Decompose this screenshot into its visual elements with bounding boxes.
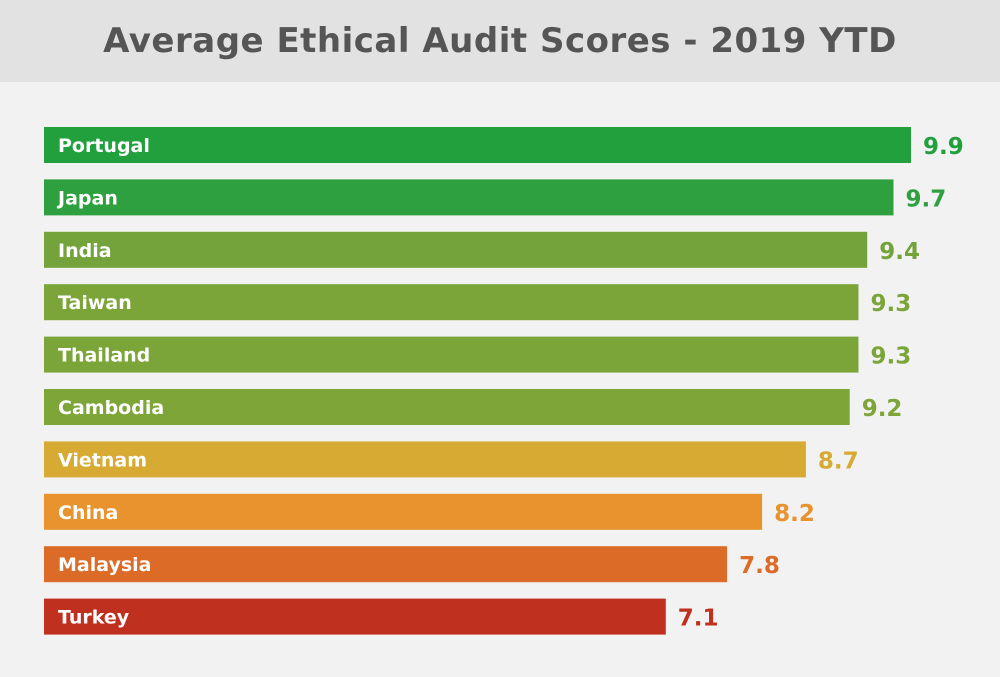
title-bar: Average Ethical Audit Scores - 2019 YTD [0, 0, 1000, 82]
bar-taiwan [44, 284, 859, 321]
bar-group-japan: Japan 9.7 [44, 179, 946, 216]
bar-china [44, 493, 763, 530]
bar-category-label: India [58, 240, 112, 262]
bar-category-label: Vietnam [58, 449, 147, 471]
bar-group-china: China 8.2 [44, 493, 815, 530]
chart-title: Average Ethical Audit Scores - 2019 YTD [103, 21, 897, 61]
bar-group-thailand: Thailand 9.3 [44, 336, 911, 373]
bar-group-india: India 9.4 [44, 231, 920, 268]
bar-group-portugal: Portugal 9.9 [44, 127, 964, 163]
bar-value-label: 9.7 [905, 186, 946, 212]
bar-value-label: 7.1 [678, 606, 719, 632]
bar-category-label: Taiwan [58, 292, 132, 314]
bar-thailand [44, 336, 859, 373]
bar-value-label: 7.8 [739, 553, 780, 579]
bar-malaysia [44, 546, 728, 583]
bar-value-label: 9.2 [862, 396, 903, 422]
bar-category-label: Japan [56, 187, 118, 209]
bar-japan [44, 179, 894, 216]
bar-group-vietnam: Vietnam 8.7 [44, 441, 859, 478]
bar-group-cambodia: Cambodia 9.2 [44, 389, 902, 425]
bar-value-label: 9.9 [923, 134, 964, 160]
bar-group-turkey: Turkey 7.1 [44, 598, 719, 635]
bar-category-label: China [58, 502, 118, 524]
bar-cambodia [44, 389, 850, 425]
bar-category-label: Portugal [58, 135, 150, 157]
bar-category-label: Thailand [58, 345, 150, 367]
bar-value-label: 9.3 [870, 344, 911, 370]
bar-value-label: 9.4 [879, 239, 920, 265]
bar-group-taiwan: Taiwan 9.3 [44, 284, 911, 321]
bar-india [44, 231, 868, 268]
bar-value-label: 8.2 [774, 501, 815, 527]
bar-turkey [44, 598, 666, 635]
bar-vietnam [44, 441, 806, 478]
chart-area: Portugal 9.9 Japan 9.7 India 9.4 Taiwan 9.3 Thai… [0, 82, 1000, 677]
bar-group-malaysia: Malaysia 7.8 [44, 546, 780, 583]
bar-category-label: Malaysia [58, 554, 152, 576]
bar-category-label: Turkey [58, 607, 130, 629]
bar-value-label: 8.7 [818, 448, 859, 474]
bar-category-label: Cambodia [58, 397, 164, 419]
bar-portugal [44, 127, 911, 163]
bar-value-label: 9.3 [870, 291, 911, 317]
